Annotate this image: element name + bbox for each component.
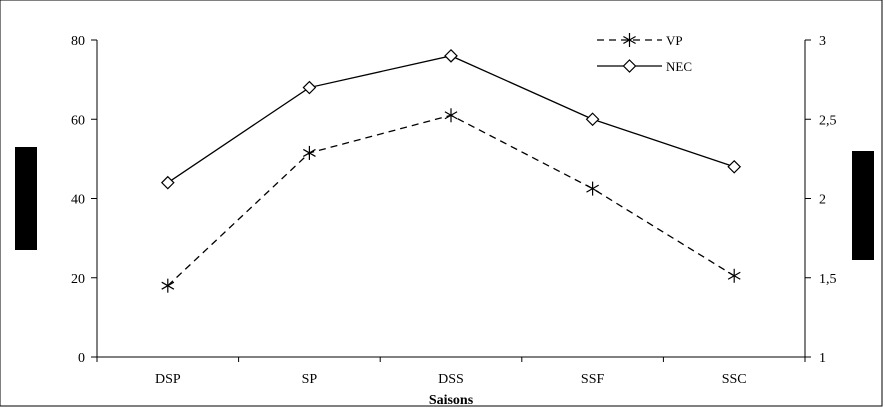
x-tick-label: SSF [581,372,605,387]
asterisk-stroke [444,111,458,120]
data-point-nec [444,49,458,63]
asterisk-stroke [161,281,175,290]
data-point-nec [727,159,742,174]
left-tick-label: 40 [71,193,85,208]
data-point-vp [444,108,458,123]
legend-label-nec: NEC [666,59,692,74]
data-point-vp [161,278,175,293]
x-tick-label: DSS [438,372,464,387]
x-axis-ticks: DSP SP DSS SSF SSC [96,357,806,387]
data-point-nec [585,112,600,127]
legend-marker-vp [623,33,636,47]
left-black-bar [15,147,37,250]
right-tick-label: 1,5 [819,272,837,287]
asterisk-stroke [303,148,316,157]
series-group [160,49,742,293]
data-point-vp [586,181,599,196]
x-tick-label: DSP [155,372,181,387]
asterisk-stroke [727,271,741,280]
x-tick-label: SSC [722,372,747,387]
x-axis-title: Saisons [429,393,474,408]
asterisk-stroke [623,35,636,45]
right-tick-label: 1 [819,351,826,366]
left-tick-label: 60 [71,113,85,128]
data-point-vp [303,145,316,160]
x-tick-label: SP [302,372,318,387]
left-tick-label: 20 [71,272,85,287]
data-point-nec [160,175,175,190]
left-y-axis-ticks: 0 20 40 60 80 [71,34,97,366]
right-y-axis-ticks: 1 1,5 2 2,5 3 [805,34,837,366]
data-point-nec [302,80,317,95]
legend-label-vp: VP [666,33,683,48]
legend-marker-nec [622,59,637,73]
data-point-vp [727,268,741,283]
right-tick-label: 2,5 [819,113,837,128]
left-tick-label: 0 [78,351,85,366]
left-tick-label: 80 [71,34,85,49]
right-black-bar [852,151,874,260]
asterisk-stroke [586,184,599,193]
right-tick-label: 3 [819,34,826,49]
right-tick-label: 2 [819,193,826,208]
legend: VP NEC [597,33,692,74]
